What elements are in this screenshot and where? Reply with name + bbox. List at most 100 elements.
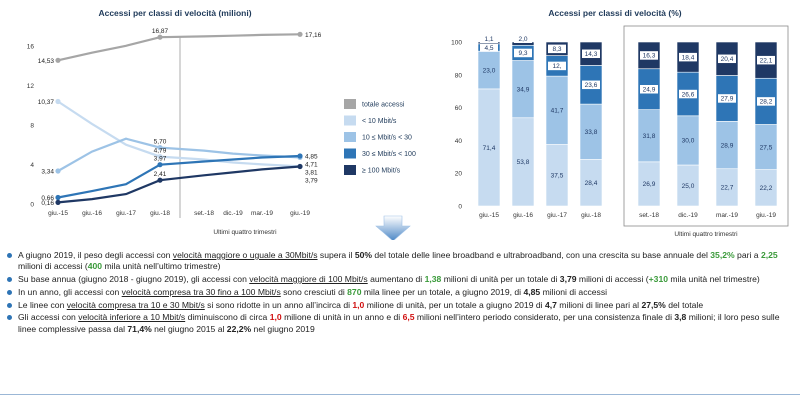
bullet-text: del totale delle linee broadband e ultra…: [372, 250, 711, 260]
highlighted-value: 1,38: [424, 274, 442, 284]
label-bg: [718, 54, 736, 64]
bullet-item: Gli accessi con velocità inferiore a 10 …: [6, 312, 796, 334]
y-tick-label: 0: [30, 202, 34, 209]
x-tick-label: mar.-19: [251, 210, 273, 217]
y-tick-label: 20: [455, 171, 463, 178]
bar-chart-y-ticks: 0 20 40 60 80 100: [451, 40, 462, 211]
bullet-text: milioni di accessi: [540, 286, 608, 297]
data-label: 4,85: [305, 154, 318, 161]
highlighted-phrase: velocità inferiore a 10 Mbit/s: [78, 312, 186, 323]
series-line-c30_100: [57, 154, 301, 199]
bullet-text: milioni; il loro peso sulle linee comple…: [18, 312, 780, 334]
bullet-text: nel giugno 2015 al: [151, 323, 227, 334]
series-point: [297, 153, 303, 159]
highlighted-value: +310: [648, 274, 669, 284]
y-tick-label: 80: [455, 72, 463, 79]
x-tick-label: set.-18: [194, 210, 214, 217]
x-tick-label: dic.-19: [223, 210, 243, 217]
segment-label: 24,9: [643, 86, 656, 93]
segment-label: 71,4: [483, 145, 496, 152]
highlighted-value: 4,85: [523, 286, 541, 297]
segment-label: 22,1: [760, 57, 773, 64]
highlighted-phrase: velocità compresa tra 10 e 30 Mbit/s: [66, 299, 205, 310]
highlighted-phrase: velocità compresa tra 30 fino a 100 Mbit…: [121, 286, 281, 297]
label-bg: [718, 94, 736, 103]
series-line-lt10: [57, 100, 301, 168]
x-tick-label: giu.-18: [150, 210, 170, 217]
bullet-text: diminuiscono di circa: [185, 312, 270, 323]
x-tick-label: giu.-17: [547, 212, 567, 219]
highlighted-phrase: velocità maggiore di 100 Mbit/s: [249, 274, 368, 284]
legend-entry: < 10 Mbit/s: [362, 118, 397, 125]
data-label: 14,53: [38, 58, 55, 65]
bullet-item: Su base annua (giugno 2018 - giugno 2019…: [6, 274, 796, 285]
segment-label: 14,3: [585, 51, 598, 58]
x-tick-label: giu.-19: [290, 210, 310, 217]
legend-swatch: [344, 165, 356, 175]
bullet-text: milione di unità, per un totale a giugno…: [364, 299, 545, 310]
legend-entry: 30 ≤ Mbit/s < 100: [362, 151, 416, 158]
x-tick-label: giu.-16: [82, 210, 102, 217]
bottom-divider: [0, 394, 800, 400]
label-bg: [514, 34, 532, 43]
legend-swatch: [344, 99, 356, 109]
bullet-text: pari a: [734, 250, 761, 260]
bullet-text: Su base annua (giugno 2018 - giugno 2019…: [18, 274, 250, 284]
bar-chart-group-label: Ultimi quattro trimestri: [674, 231, 737, 238]
segment-label: 20,4: [721, 56, 734, 63]
label-bg: [757, 97, 775, 106]
charts-area: Accessi per classi di velocità (milioni)…: [27, 8, 789, 240]
series-line-totale: [57, 33, 301, 62]
highlighted-value: 50%: [354, 250, 373, 260]
data-label: 10,37: [38, 99, 55, 106]
segment-label: 25,0: [682, 183, 695, 190]
bullet-text: milioni di unità per un totale di: [441, 274, 560, 284]
segment-label: 22,2: [760, 185, 773, 192]
legend-entry: 10 ≤ Mbit/s < 30: [362, 135, 412, 142]
series-point: [157, 154, 163, 160]
legend-entry: ≥ 100 Mbit/s: [362, 168, 401, 175]
series-point: [55, 194, 61, 201]
legend-swatch: [344, 148, 356, 159]
y-tick-label: 100: [451, 40, 462, 47]
series-point: [297, 31, 303, 37]
data-label: 3,97: [154, 156, 167, 163]
x-tick-label: giu.-15: [479, 212, 499, 219]
segment-label: 37,5: [551, 173, 564, 180]
x-tick-label: dic.-19: [678, 212, 698, 219]
bullet-text: milioni di accessi (: [18, 261, 88, 272]
bullet-text: Gli accessi con: [18, 312, 79, 323]
segment-label: 27,9: [721, 96, 734, 103]
label-bg: [514, 48, 532, 58]
series-line-c10_30: [57, 137, 301, 172]
label-bg: [548, 61, 566, 71]
label-bg: [679, 89, 697, 99]
series-point: [55, 199, 61, 205]
bullet-item: In un anno, gli accessi con velocità com…: [6, 287, 796, 298]
segment-label: 22,7: [721, 185, 734, 192]
legend-swatch: [344, 132, 356, 142]
legend-entry: totale accessi: [362, 102, 405, 109]
segment-label: 26,9: [643, 181, 656, 188]
segment-label: 28,4: [585, 180, 598, 187]
data-label: 3,34: [41, 168, 54, 175]
series-line-ge100: [57, 165, 301, 204]
segment-label: 27,5: [760, 144, 773, 151]
data-label: 3,81: [305, 170, 318, 177]
bullet-text: mila linee per un totale, a giugno 2019,…: [361, 286, 524, 297]
segment-label: 34,9: [517, 86, 530, 93]
highlighted-value: 22,2%: [226, 323, 252, 334]
segment-label: 28,9: [721, 142, 734, 149]
label-bg: [640, 84, 658, 94]
segment-label: 41,7: [551, 108, 564, 115]
segment-label: 31,8: [643, 133, 656, 140]
highlighted-value: 27,5%: [641, 299, 666, 310]
y-tick-label: 0: [458, 204, 462, 211]
legend-swatch: [344, 115, 356, 126]
bullet-text: A giugno 2019, il peso degli accessi con: [18, 250, 173, 260]
segment-label: 8,3: [552, 46, 561, 53]
segment-label: 28,2: [760, 99, 773, 106]
bullet-text: milioni di accessi (: [576, 274, 649, 284]
data-label: 3,79: [305, 178, 318, 185]
segment-label: 18,4: [682, 54, 695, 61]
